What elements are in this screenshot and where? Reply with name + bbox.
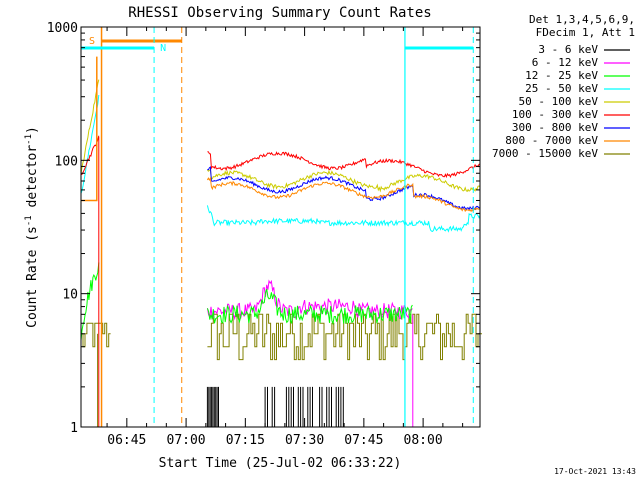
y-tick-label: 1000 — [47, 21, 78, 36]
x-tick-label: 07:45 — [344, 433, 383, 448]
plot-frame — [80, 26, 481, 428]
series-100-300-kev — [207, 151, 481, 179]
series-100-300-kev — [80, 135, 100, 176]
y-tick-label: 1 — [70, 421, 78, 436]
x-axis-label: Start Time (25-Jul-02 06:33:22) — [159, 456, 402, 471]
series-50-100-kev — [207, 168, 481, 193]
legend-label: 50 - 100 keV — [519, 95, 599, 108]
legend: Det 1,3,4,5,6,9, FDecim 1, Att 1 3 - 6 k… — [492, 13, 635, 160]
y-axis-label: Count Rate (s-1 detector-1) — [24, 126, 40, 328]
legend-label: 6 - 12 keV — [532, 56, 599, 69]
legend-label: 800 - 7000 keV — [505, 134, 598, 147]
saa-label: S — [89, 36, 95, 47]
legend-label: 300 - 800 keV — [512, 121, 598, 134]
series-7000-15000-kev — [81, 322, 111, 348]
generation-timestamp: 17-Oct-2021 13:43 — [554, 467, 636, 476]
series-50-100-kev — [80, 79, 100, 174]
y-tick-label: 10 — [62, 288, 78, 303]
series-800-7000-kev — [206, 176, 481, 213]
series-7000-15000-kev — [207, 313, 482, 361]
series-25-50-kev — [206, 205, 481, 233]
series-12-25-kev — [80, 262, 100, 341]
marker-layer: SN — [81, 27, 474, 427]
legend-label: 100 - 300 keV — [512, 108, 598, 121]
x-tick-label: 06:45 — [107, 433, 146, 448]
series-12-25-kev — [206, 288, 413, 326]
y-tick-label: 100 — [55, 154, 78, 169]
legend-label: 12 - 25 keV — [525, 69, 598, 82]
legend-header-line-2: FDecim 1, Att 1 — [536, 26, 635, 39]
legend-label: 25 - 50 keV — [525, 82, 598, 95]
x-tick-label: 07:15 — [226, 433, 265, 448]
series-300-800-kev — [207, 166, 481, 211]
x-tick-label: 08:00 — [404, 433, 443, 448]
x-tick-label: 07:30 — [285, 433, 324, 448]
night-label: N — [160, 43, 166, 54]
chart-title: RHESSI Observing Summary Count Rates — [128, 5, 431, 21]
legend-header-line-1: Det 1,3,4,5,6,9, — [529, 13, 635, 26]
x-tick-label: 07:00 — [167, 433, 206, 448]
legend-label: 7000 - 15000 keV — [492, 147, 598, 160]
series-800-7000-kev — [81, 56, 98, 202]
tick-layer: 06:45 07:00 07:15 07:30 07:45 08:00 1 10 100 1000 — [47, 21, 480, 448]
legend-label: 3 - 6 keV — [538, 43, 598, 56]
series-layer — [80, 56, 482, 427]
